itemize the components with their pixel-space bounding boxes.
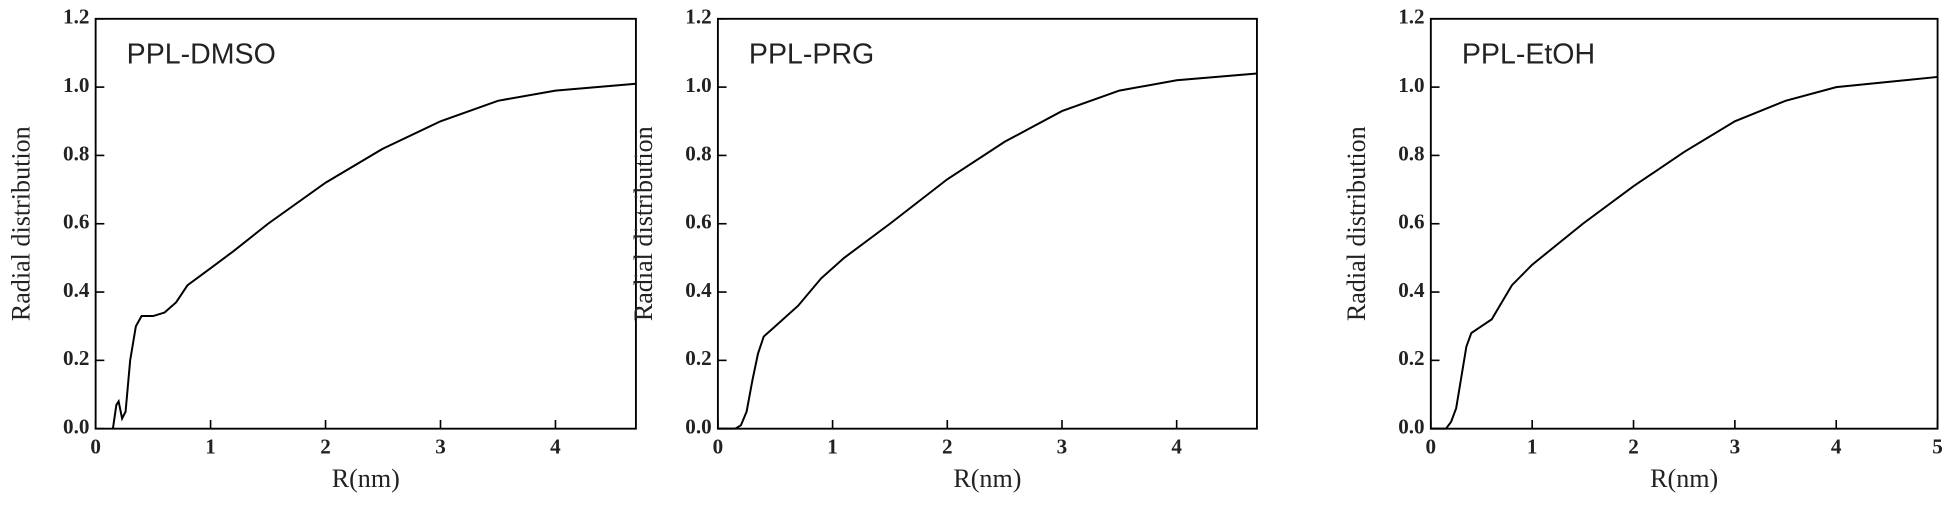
x-tick-label: 2 (320, 434, 331, 458)
y-tick-label: 1.2 (63, 5, 89, 29)
y-tick-label: 0.8 (1398, 141, 1424, 165)
y-tick-label: 0.6 (63, 210, 89, 234)
y-axis-label: Radial distribution (629, 126, 658, 321)
y-axis-label: Radial distribution (1342, 126, 1371, 321)
x-tick-label: 1 (827, 434, 838, 458)
x-tick-label: 5 (1932, 434, 1943, 458)
y-tick-label: 0.8 (63, 141, 89, 165)
data-line (1430, 75, 1938, 430)
x-tick-label: 2 (1628, 434, 1639, 458)
y-tick-label: 0.2 (63, 346, 89, 370)
y-axis-label: Radial distribution (7, 126, 36, 321)
y-tick-label: 0.0 (685, 415, 711, 439)
y-tick-label: 1.2 (685, 5, 711, 29)
data-line (111, 82, 637, 429)
annotation: PPL-DMSO (127, 39, 276, 71)
x-axis-label: R(nm) (1650, 464, 1718, 493)
y-tick-label: 0.2 (685, 346, 711, 370)
y-tick-label: 0.0 (63, 415, 89, 439)
x-tick-label: 1 (205, 434, 216, 458)
x-axis-label: R(nm) (332, 464, 400, 493)
x-tick-label: 1 (1527, 434, 1538, 458)
y-tick-label: 0.2 (1398, 346, 1424, 370)
x-tick-label: 4 (1831, 434, 1842, 458)
x-tick-label: 4 (1171, 434, 1182, 458)
y-tick-label: 1.2 (1398, 5, 1424, 29)
x-tick-label: 3 (1730, 434, 1741, 458)
annotation: PPL-PRG (749, 39, 874, 71)
y-tick-label: 1.0 (685, 73, 711, 97)
x-tick-label: 4 (550, 434, 561, 458)
x-tick-label: 0 (713, 434, 724, 458)
y-tick-label: 0.0 (1398, 415, 1424, 439)
x-tick-label: 0 (90, 434, 101, 458)
annotation: PPL-EtOH (1462, 39, 1595, 71)
x-tick-label: 3 (435, 434, 446, 458)
x-tick-label: 0 (1426, 434, 1437, 458)
y-tick-label: 0.4 (1398, 278, 1425, 302)
x-tick-label: 2 (942, 434, 953, 458)
y-tick-label: 0.6 (1398, 210, 1424, 234)
y-tick-label: 1.0 (1398, 73, 1424, 97)
plot-frame (1429, 17, 1939, 430)
y-tick-label: 0.8 (685, 141, 711, 165)
y-tick-label: 0.4 (685, 278, 712, 302)
plot-frame (94, 17, 637, 430)
data-line (717, 72, 1258, 430)
x-axis-label: R(nm) (953, 464, 1021, 493)
y-tick-label: 1.0 (63, 73, 89, 97)
y-tick-label: 0.4 (63, 278, 90, 302)
x-tick-label: 3 (1057, 434, 1068, 458)
y-tick-label: 0.6 (685, 210, 711, 234)
